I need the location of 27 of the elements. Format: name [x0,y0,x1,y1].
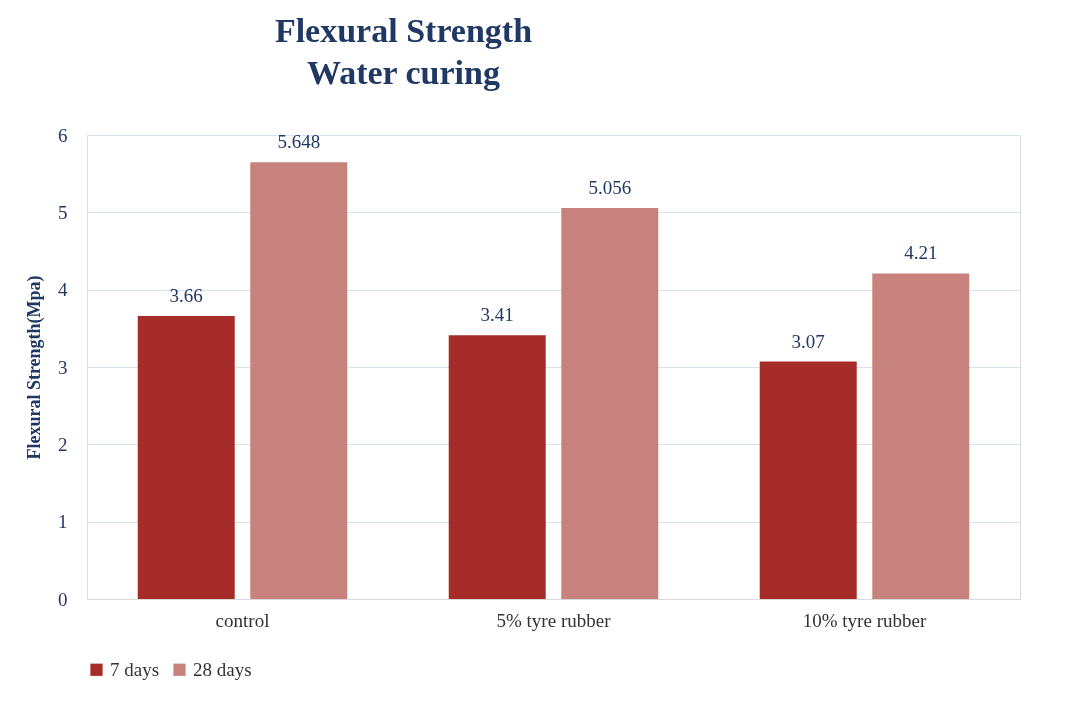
text: Flexural Strength [274,12,533,49]
y-tick-label: 2 [58,433,68,455]
bar [448,335,546,599]
y-tick-label: 1 [58,511,68,533]
bar [759,361,857,599]
x-tick-label: 10% tyre rubber [802,609,927,631]
x-tick-label: 5% tyre rubber [496,609,612,631]
text: Water curing [307,54,500,91]
data-label: 4.21 [904,242,938,264]
data-label: 3.41 [480,304,514,326]
bar [137,315,235,599]
y-tick-label: 4 [58,279,68,301]
y-tick-label: 5 [58,201,68,223]
y-tick-label: 3 [58,356,68,378]
x-tick-label: control [215,609,270,631]
legend-label: 28 days [193,658,252,680]
bar [561,208,659,599]
data-label: 3.66 [169,284,203,306]
y-tick-label: 0 [58,588,68,610]
data-label: 5.648 [277,131,321,153]
bar [872,273,970,599]
legend-label: 7 days [110,658,160,680]
y-tick-label: 6 [58,124,68,146]
bar [250,162,348,599]
y-axis-title: Flexural Strength(Mpa) [24,275,45,460]
data-label: 5.056 [588,177,632,198]
data-label: 3.07 [791,330,825,352]
